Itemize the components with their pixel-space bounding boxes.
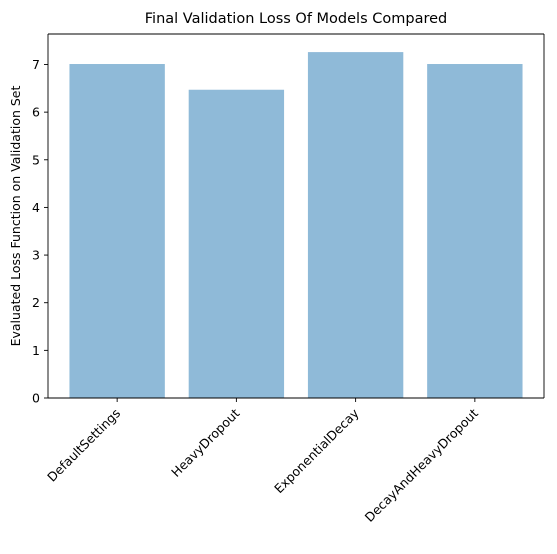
bar-ExponentialDecay [307, 52, 404, 398]
bar-DecayAndHeavyDropout [427, 64, 523, 399]
chart-title: Final Validation Loss Of Models Compared [145, 11, 447, 27]
y-tick-label: 5 [32, 152, 40, 167]
axes-layer [47, 33, 545, 399]
y-tick-label: 4 [32, 200, 40, 215]
x-tick-label: DecayAndHeavyDropout [362, 405, 481, 524]
x-tick-label: ExponentialDecay [271, 405, 362, 496]
bars-layer [69, 52, 523, 399]
y-tick-label: 7 [32, 57, 40, 72]
y-tick-label: 2 [32, 295, 40, 310]
y-tick-label: 3 [32, 248, 40, 263]
x-tick-label: DefaultSettings [44, 406, 123, 485]
x-tick-label: HeavyDropout [168, 405, 242, 479]
x-ticks: DefaultSettings HeavyDropout ExponentialDe… [44, 398, 481, 525]
y-tick-label: 1 [32, 343, 40, 358]
bar-HeavyDropout [188, 89, 285, 399]
y-tick-label: 6 [32, 105, 40, 120]
y-axis-label: Evaluated Loss Function on Validation Se… [8, 85, 23, 346]
y-tick-label: 0 [32, 391, 40, 406]
y-ticks: 0 1 2 3 4 5 6 7 [32, 57, 48, 406]
bar-DefaultSettings [69, 64, 165, 399]
